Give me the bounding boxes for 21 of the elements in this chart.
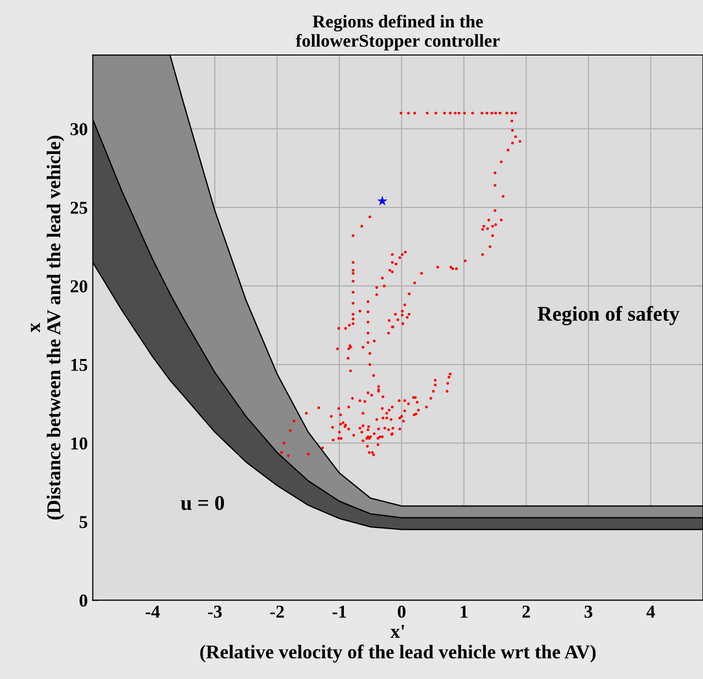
- annotation: Region of safety: [538, 306, 680, 326]
- x-tick-label: 2: [522, 606, 530, 618]
- y-axis-title: x (Distance between the AV and the lead vehicle): [30, 136, 64, 520]
- y-tick-label: 0: [80, 594, 88, 607]
- y-tick-label: 10: [71, 437, 88, 450]
- x-tick-label: 4: [646, 606, 655, 618]
- y-tick-label: 25: [70, 202, 88, 214]
- x-axis-title: x' (Relative velocity of the lead vehicle wrt the AV): [200, 625, 596, 663]
- x-tick-label: 1: [460, 606, 468, 618]
- x-tick-label: -3: [208, 606, 222, 618]
- chart-title: Regions defined in the followerStopper controller: [296, 14, 500, 51]
- x-tick-label: 0: [398, 606, 406, 618]
- x-tick-label: -4: [146, 606, 160, 618]
- annotation: u = 0: [180, 496, 224, 510]
- y-tick-label: 30: [70, 123, 88, 136]
- x-tick-label: 3: [584, 606, 592, 618]
- x-tick-label: -2: [270, 606, 284, 618]
- y-tick-label: 5: [80, 516, 88, 528]
- x-tick-label: -1: [332, 606, 346, 618]
- y-tick-label: 15: [71, 358, 88, 371]
- y-tick-label: 20: [70, 280, 88, 292]
